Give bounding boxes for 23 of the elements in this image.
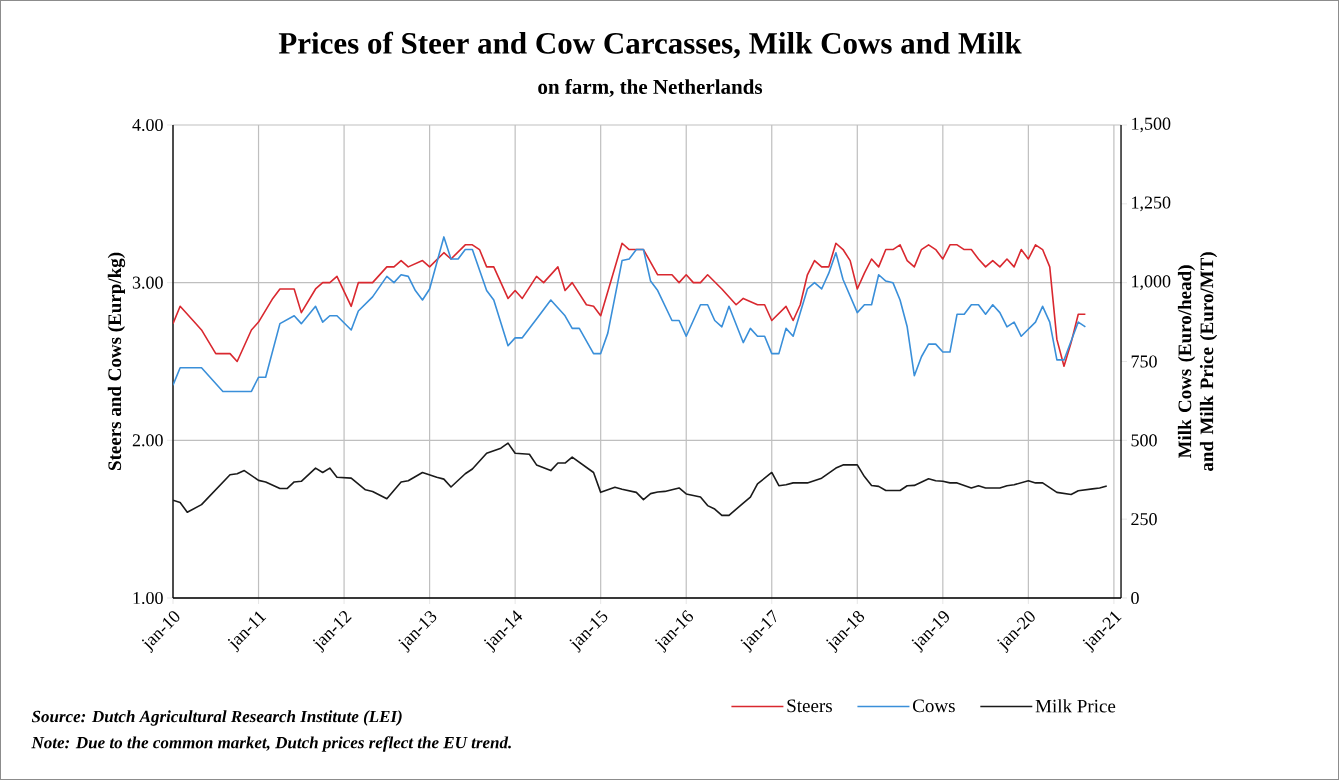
y2-tick-label: 250: [1131, 513, 1157, 526]
y-tick-label: 2.00: [132, 434, 163, 447]
y2-tick-label: 0: [1131, 591, 1139, 605]
legend-label: Cows: [913, 699, 955, 713]
y2-tick-label: 1,500: [1132, 117, 1171, 133]
chart-title: Prices of Steer and Cow Carcasses, Milk Cows and Milk: [278, 31, 1022, 59]
y2-axis-title: Milk Cows (Euro/head) and Milk Price (Euro/MT): [1177, 252, 1218, 472]
text: Note: Due to the common market, Dutch prices reflect the EU trend.: [31, 736, 511, 752]
source-note: Source: Dutch Agricultural Research Institute (LEI): [31, 710, 402, 726]
line-series: [173, 242, 1087, 368]
y2-tick-label: 750: [1131, 355, 1157, 368]
y2-tick-label: 500: [1131, 434, 1157, 447]
chart-subtitle: on farm, the Netherlands: [538, 78, 763, 98]
line-series: [173, 442, 1108, 517]
legend-label: Milk Price: [1035, 699, 1116, 713]
y-axis-title: Steers and Cows (Eurp/kg): [107, 252, 126, 470]
y2-tick-label: 1,000: [1132, 275, 1171, 291]
y-tick-label: 3.00: [132, 276, 163, 289]
y-tick-label: 1.00: [133, 591, 163, 605]
y2-tick-label: 1,250: [1132, 196, 1171, 212]
y-tick-label: 4.00: [132, 118, 163, 132]
line-series: [173, 236, 1087, 393]
legend-label: Steers: [787, 699, 832, 713]
